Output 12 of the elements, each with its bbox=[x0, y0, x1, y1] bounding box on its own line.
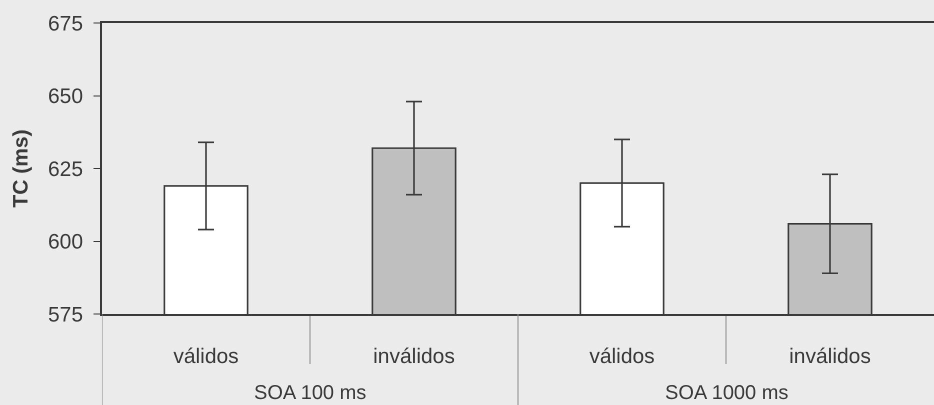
x-tick-label: inválidos bbox=[789, 344, 871, 368]
x-tick-label: inválidos bbox=[373, 344, 455, 368]
y-axis-title: TC (ms) bbox=[10, 129, 33, 208]
y-tick-label: 650 bbox=[48, 85, 84, 108]
y-tick-label: 675 bbox=[48, 12, 84, 36]
text: SOA 1000 ms bbox=[665, 382, 788, 404]
y-tick-label: 625 bbox=[48, 158, 84, 181]
y-tick-label: 575 bbox=[48, 303, 84, 326]
x-tick-label: válidos bbox=[173, 344, 239, 368]
text: SOA 100 ms bbox=[254, 382, 366, 404]
x-tick-label: válidos bbox=[589, 344, 655, 368]
y-tick-label: 600 bbox=[48, 230, 84, 254]
